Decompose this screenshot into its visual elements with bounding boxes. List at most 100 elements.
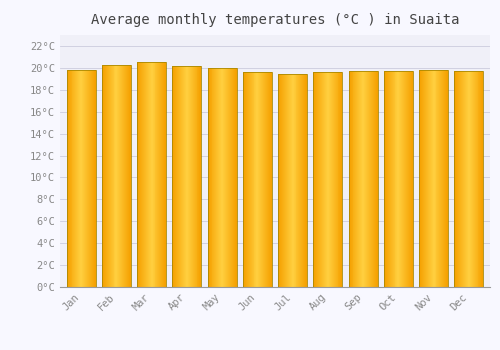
Bar [459, 71, 460, 287]
Bar [266, 72, 267, 287]
Bar [411, 71, 412, 287]
Bar [226, 68, 227, 287]
Bar [298, 75, 300, 287]
Bar [231, 68, 232, 287]
Bar [256, 72, 258, 287]
Bar [445, 70, 446, 287]
Bar [200, 66, 202, 287]
Bar [386, 71, 387, 287]
Bar [79, 70, 80, 287]
Bar [371, 71, 372, 287]
Bar [419, 70, 420, 287]
Bar [142, 62, 143, 287]
Bar [354, 71, 356, 287]
Bar [367, 71, 368, 287]
Bar [320, 72, 321, 287]
Bar [68, 70, 70, 287]
Bar [106, 65, 107, 287]
Bar [329, 72, 330, 287]
Bar [88, 70, 89, 287]
Bar [234, 68, 236, 287]
Bar [248, 72, 250, 287]
Bar [444, 70, 445, 287]
Bar [91, 70, 92, 287]
Bar [327, 72, 328, 287]
Bar [208, 68, 210, 287]
Bar [430, 70, 432, 287]
Bar [172, 66, 174, 287]
Bar [427, 70, 428, 287]
Bar [210, 68, 212, 287]
Bar [460, 71, 461, 287]
Bar [374, 71, 376, 287]
Bar [122, 65, 123, 287]
Bar [208, 68, 236, 287]
Bar [78, 70, 79, 287]
Bar [282, 75, 283, 287]
Bar [384, 71, 413, 287]
Bar [87, 70, 88, 287]
Bar [254, 72, 256, 287]
Bar [432, 70, 434, 287]
Bar [385, 71, 386, 287]
Bar [314, 72, 316, 287]
Bar [283, 75, 284, 287]
Bar [369, 71, 370, 287]
Bar [230, 68, 231, 287]
Bar [463, 71, 464, 287]
Bar [130, 65, 131, 287]
Bar [76, 70, 78, 287]
Bar [331, 72, 332, 287]
Bar [447, 70, 448, 287]
Bar [474, 71, 476, 287]
Bar [82, 70, 83, 287]
Bar [285, 75, 286, 287]
Bar [434, 70, 436, 287]
Bar [225, 68, 226, 287]
Bar [279, 75, 280, 287]
Bar [124, 65, 125, 287]
Bar [352, 71, 354, 287]
Bar [128, 65, 129, 287]
Bar [86, 70, 87, 287]
Bar [270, 72, 271, 287]
Bar [390, 71, 392, 287]
Bar [316, 72, 318, 287]
Bar [179, 66, 180, 287]
Bar [262, 72, 263, 287]
Bar [154, 62, 156, 287]
Bar [83, 70, 84, 287]
Bar [246, 72, 247, 287]
Bar [482, 71, 484, 287]
Bar [420, 70, 421, 287]
Bar [212, 68, 214, 287]
Bar [116, 65, 117, 287]
Bar [403, 71, 404, 287]
Bar [446, 70, 447, 287]
Bar [387, 71, 388, 287]
Bar [372, 71, 374, 287]
Bar [141, 62, 142, 287]
Bar [174, 66, 176, 287]
Bar [469, 71, 470, 287]
Bar [404, 71, 405, 287]
Bar [112, 65, 114, 287]
Bar [314, 72, 342, 287]
Bar [471, 71, 472, 287]
Bar [194, 66, 196, 287]
Bar [223, 68, 224, 287]
Bar [164, 62, 165, 287]
Bar [423, 70, 424, 287]
Bar [468, 71, 469, 287]
Bar [456, 71, 458, 287]
Bar [334, 72, 336, 287]
Bar [218, 68, 219, 287]
Bar [85, 70, 86, 287]
Bar [158, 62, 160, 287]
Bar [265, 72, 266, 287]
Bar [127, 65, 128, 287]
Bar [458, 71, 459, 287]
Bar [126, 65, 127, 287]
Bar [443, 70, 444, 287]
Bar [368, 71, 369, 287]
